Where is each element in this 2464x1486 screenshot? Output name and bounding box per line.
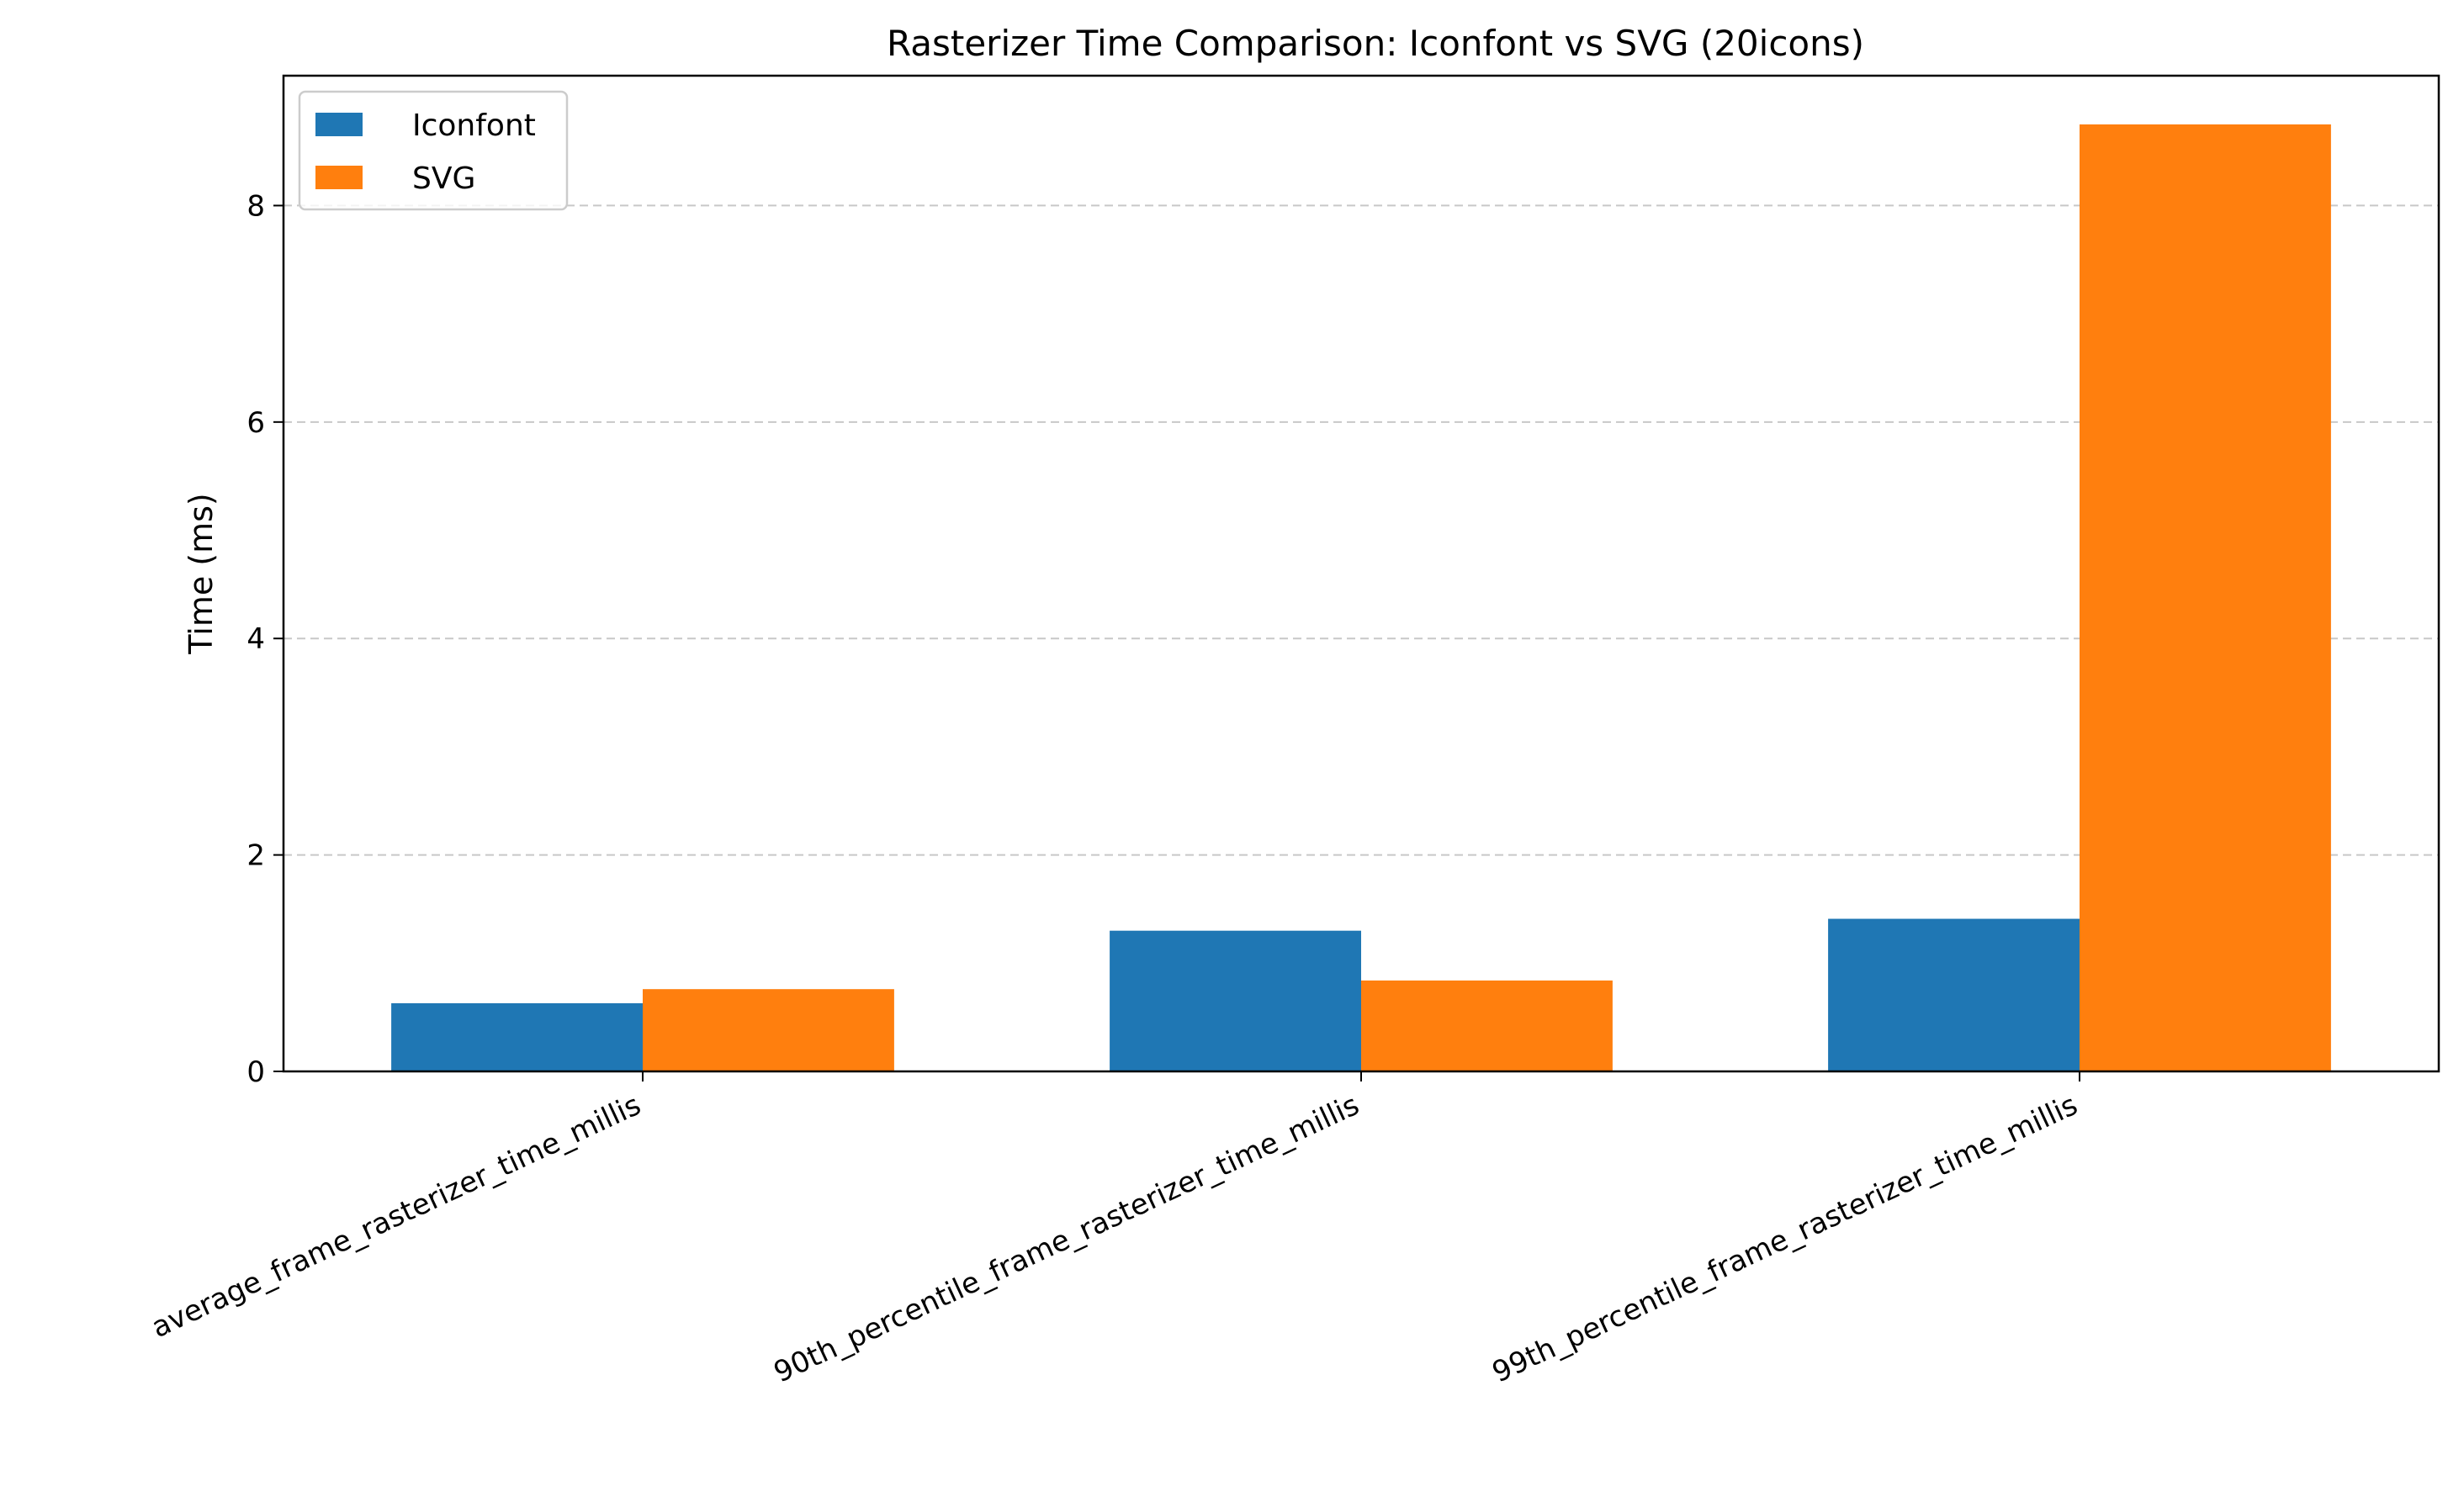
bar-iconfont-2 <box>1828 918 2080 1071</box>
y-tick-label-6: 6 <box>246 406 265 440</box>
bar-iconfont-0 <box>391 1002 643 1071</box>
legend: Iconfont SVG <box>298 90 569 211</box>
bar-iconfont-1 <box>1110 930 1361 1071</box>
legend-swatch-svg <box>315 166 363 189</box>
legend-frame <box>298 90 569 211</box>
y-axis-ticks: 0 2 4 6 8 <box>246 189 283 1089</box>
y-tick-label-0: 0 <box>246 1055 265 1089</box>
bars <box>391 124 2331 1071</box>
y-tick-label-2: 2 <box>246 839 265 873</box>
y-tick-label-4: 4 <box>246 622 265 656</box>
bar-svg-0 <box>643 989 894 1071</box>
y-axis-label: Time (ms) <box>183 493 220 655</box>
bar-svg-1 <box>1361 980 1613 1071</box>
y-tick-label-8: 8 <box>246 189 265 223</box>
legend-swatch-iconfont <box>315 113 363 136</box>
bar-svg-2 <box>2080 124 2331 1071</box>
legend-label-iconfont: Iconfont <box>412 108 536 143</box>
legend-label-svg: SVG <box>412 161 475 196</box>
chart-title: Rasterizer Time Comparison: Iconfont vs … <box>887 23 1864 64</box>
